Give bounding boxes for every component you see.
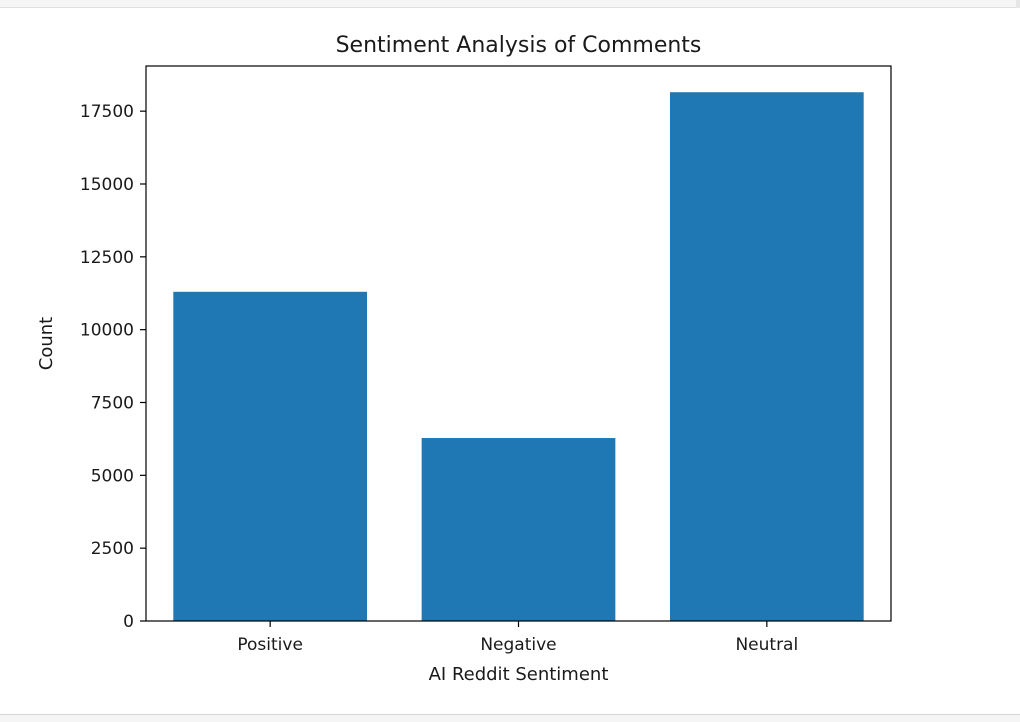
y-axis-ticks: 0 2500 5000 7500 10000 12500 15000 17500 bbox=[80, 102, 146, 632]
plot-area-frame bbox=[145, 65, 892, 622]
y-tick-label: 12500 bbox=[80, 248, 134, 268]
chart-title: Sentiment Analysis of Comments bbox=[336, 33, 702, 58]
bar-neutral bbox=[669, 92, 864, 622]
y-tick-label: 10000 bbox=[80, 321, 134, 341]
cell-scroll-edge bbox=[1016, 0, 1020, 8]
y-tick-label: 17500 bbox=[80, 102, 134, 122]
bars bbox=[173, 92, 864, 622]
x-axis-ticks: Positive Negative Neutral bbox=[237, 621, 798, 655]
bar-positive bbox=[173, 291, 368, 621]
x-axis-label: AI Reddit Sentiment bbox=[429, 664, 609, 685]
y-tick-label: 5000 bbox=[91, 466, 134, 486]
y-axis-label: Count bbox=[36, 317, 57, 370]
y-tick-label: 0 bbox=[123, 612, 134, 632]
x-tick-label-negative: Negative bbox=[480, 635, 556, 655]
x-tick-label-neutral: Neutral bbox=[735, 635, 798, 655]
y-tick-label: 7500 bbox=[91, 393, 134, 413]
cell-bottom-border bbox=[0, 714, 1020, 722]
bar-negative bbox=[421, 438, 616, 621]
y-tick-label: 2500 bbox=[91, 539, 134, 559]
y-tick-label: 15000 bbox=[80, 175, 134, 195]
x-tick-label-positive: Positive bbox=[237, 635, 303, 655]
cell-top-border bbox=[0, 0, 1020, 8]
